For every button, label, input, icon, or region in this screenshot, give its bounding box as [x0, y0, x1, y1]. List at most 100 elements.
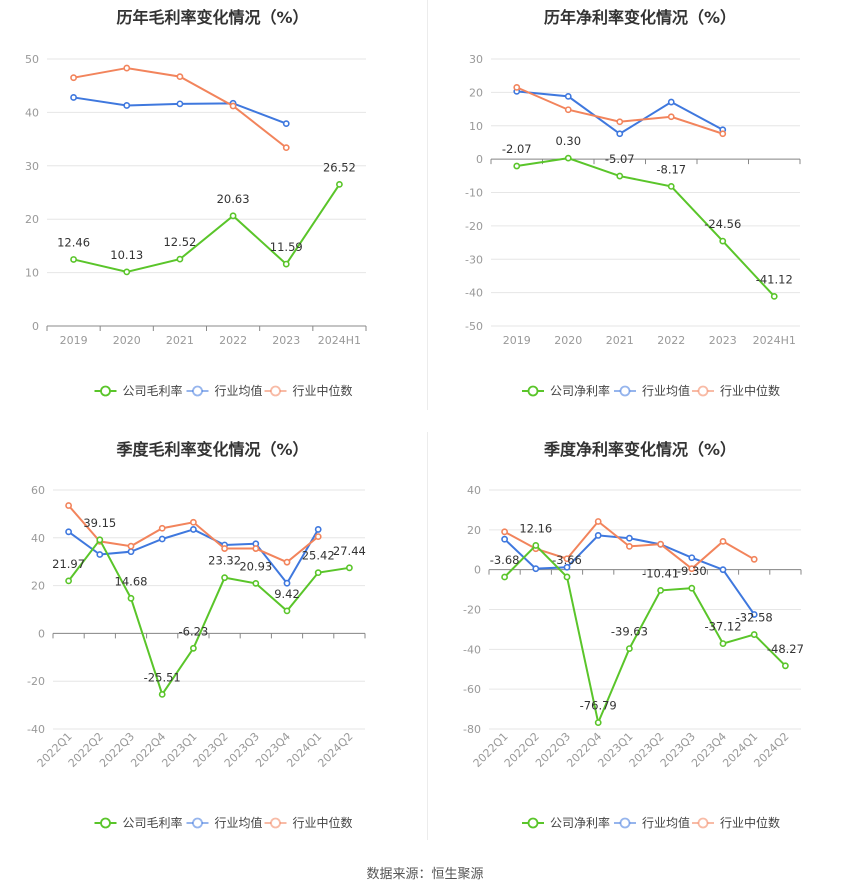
x-tick-label: 2022 — [219, 334, 247, 347]
y-tick-label: 10 — [469, 120, 483, 133]
legend-label: 公司净利率 — [550, 815, 610, 830]
y-tick-label: 40 — [467, 484, 481, 497]
series-line — [516, 157, 775, 298]
data-label: -32.58 — [736, 611, 773, 625]
data-point — [564, 92, 572, 100]
y-tick-label: -10 — [465, 187, 483, 200]
data-point — [616, 172, 624, 180]
data-label: 20.63 — [217, 192, 250, 206]
data-point — [158, 524, 166, 532]
data-point — [283, 607, 291, 615]
legend-swatch-marker — [697, 817, 709, 829]
data-label: 20.93 — [239, 559, 272, 573]
data-point — [625, 645, 633, 652]
data-label: 39.15 — [83, 516, 116, 530]
data-point — [501, 535, 508, 543]
data-point — [657, 540, 664, 548]
y-tick-label: 0 — [32, 320, 39, 333]
y-tick-label: -40 — [465, 287, 483, 300]
data-label: 9.42 — [274, 587, 300, 601]
y-tick-label: 20 — [467, 524, 481, 537]
data-point — [594, 518, 602, 525]
x-tick-label: 2020 — [113, 334, 141, 347]
panel-divider-top — [427, 0, 428, 410]
data-point — [314, 526, 322, 533]
data-point — [688, 565, 696, 573]
data-label: -3.66 — [552, 553, 582, 567]
series-line — [503, 544, 787, 726]
data-point — [314, 533, 322, 541]
y-tick-label: 0 — [38, 627, 45, 640]
data-label: 12.52 — [163, 235, 196, 249]
y-tick-label: -40 — [27, 723, 45, 736]
data-label: -76.79 — [580, 699, 617, 713]
series-line — [516, 90, 724, 135]
data-point — [70, 74, 77, 82]
y-tick-label: 30 — [469, 53, 483, 66]
data-point — [501, 528, 508, 536]
y-tick-label: 0 — [476, 153, 483, 166]
data-point — [65, 577, 72, 585]
data-point — [719, 130, 727, 138]
data-label: -48.27 — [767, 642, 804, 656]
data-label: -39.63 — [611, 625, 648, 639]
x-tick-label: 2020 — [554, 334, 582, 347]
data-label: 25.42 — [302, 549, 335, 563]
data-point — [282, 120, 290, 128]
data-point — [123, 102, 131, 109]
data-label: -3.68 — [490, 553, 520, 567]
data-label: -2.07 — [502, 142, 532, 156]
data-label: -5.07 — [605, 152, 635, 166]
data-point — [563, 555, 571, 563]
legend-swatch-marker — [270, 817, 281, 829]
data-point — [283, 558, 291, 566]
data-point — [719, 237, 727, 245]
legend-swatch-marker — [697, 385, 709, 397]
legend-swatch-marker — [270, 385, 281, 397]
chart-title: 历年毛利率变化情况（%） — [116, 8, 309, 27]
data-point — [127, 594, 135, 602]
data-label: 14.68 — [115, 574, 148, 588]
data-point — [532, 565, 540, 573]
data-point — [96, 551, 104, 558]
x-tick-label: 2024H1 — [753, 334, 796, 347]
y-tick-label: 10 — [25, 267, 39, 280]
data-point — [513, 162, 521, 170]
data-point — [625, 534, 633, 542]
legend-swatch-marker — [192, 817, 203, 829]
chart-svg: -80-60-40-20020402022Q12022Q22022Q32022Q… — [463, 484, 804, 830]
data-point — [719, 640, 727, 647]
data-point — [770, 292, 778, 300]
data-label: -8.17 — [656, 162, 686, 176]
y-tick-label: -20 — [465, 220, 483, 233]
legend-swatch-marker — [192, 385, 203, 397]
chart-panel-annual-net: 历年净利率变化情况（%） -50 -40 -30 -20 -10 0 10 20 30 2019 2… — [430, 0, 850, 420]
data-point — [283, 579, 291, 587]
legend-label: 行业中位数 — [720, 815, 780, 830]
legend-swatch-marker — [527, 385, 539, 397]
y-tick-label: 30 — [25, 160, 39, 173]
data-source-label: 数据来源：恒生聚源 — [366, 867, 484, 882]
legend-swatch-marker — [100, 385, 111, 397]
data-point — [667, 98, 675, 106]
legend-label: 行业均值 — [642, 815, 690, 830]
data-point — [513, 83, 521, 91]
data-point — [563, 563, 571, 571]
legend-label: 行业均值 — [215, 815, 263, 830]
data-point — [158, 535, 166, 543]
data-point — [65, 502, 72, 509]
data-point — [252, 579, 260, 587]
data-point — [594, 532, 602, 539]
legend-swatch-marker — [619, 817, 631, 829]
legend-label: 行业均值 — [215, 383, 263, 398]
chart-title: 历年净利率变化情况（%） — [543, 8, 737, 27]
chart-panel-quarterly-gross: 季度毛利率变化情况（%） -40 -20 0 20 40 60 2022Q1 2022Q2 20… — [0, 432, 425, 852]
data-point — [189, 644, 197, 652]
data-point — [221, 574, 228, 582]
data-label: 11.59 — [270, 240, 303, 254]
data-label: -25.51 — [144, 670, 181, 684]
data-point — [564, 154, 572, 162]
data-point — [123, 268, 131, 276]
data-point — [667, 182, 675, 190]
data-label: -10.41 — [642, 566, 679, 580]
